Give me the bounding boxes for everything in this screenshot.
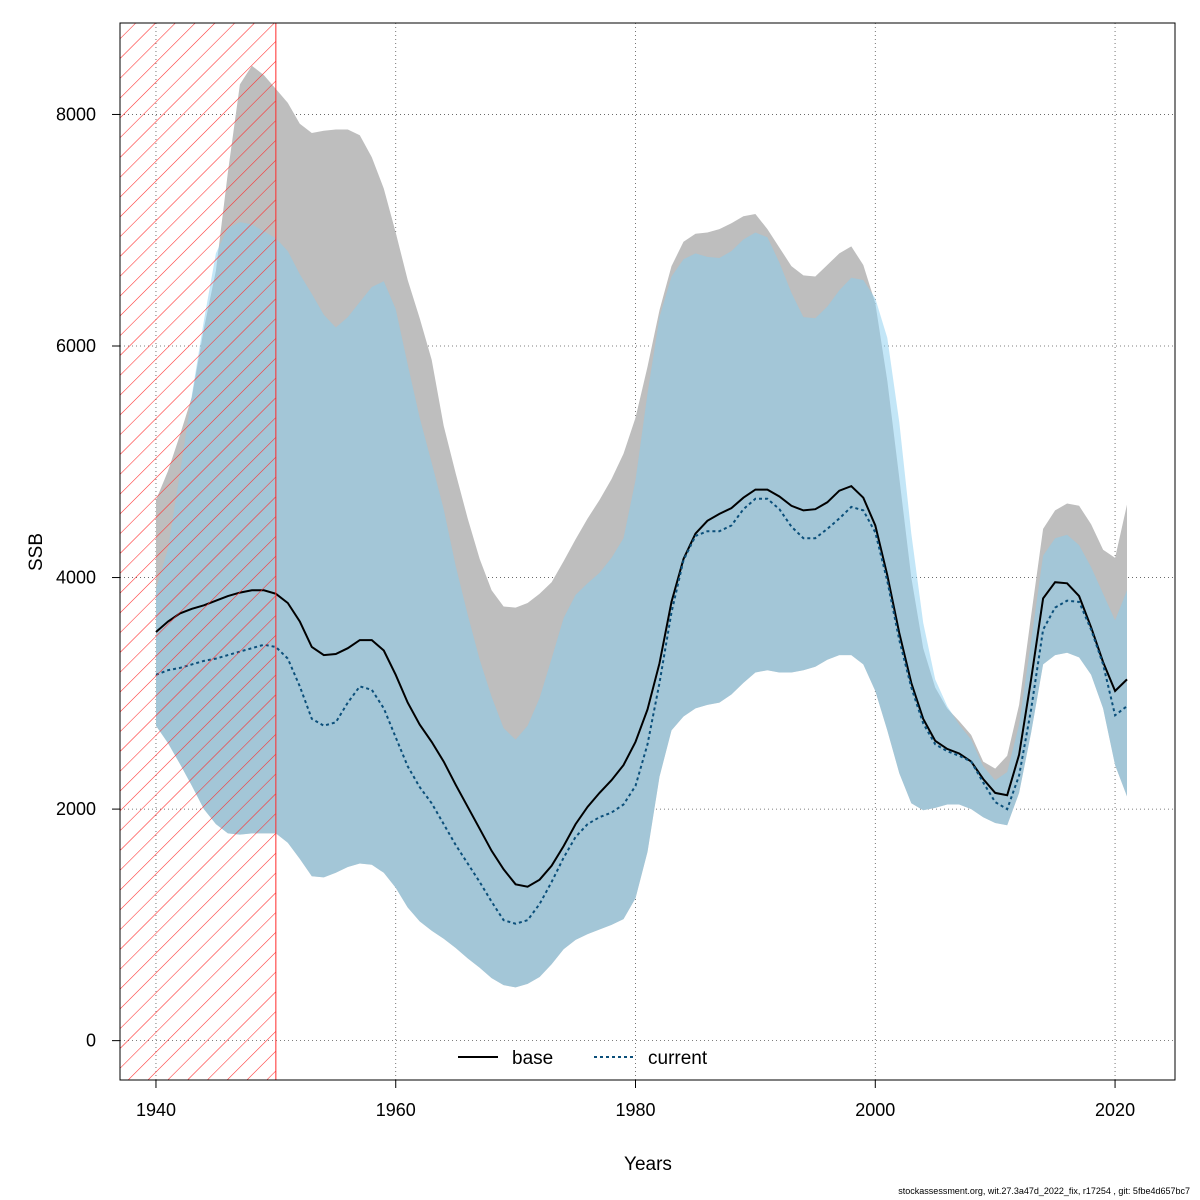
footer-credit: stockassessment.org, wit.27.3a47d_2022_f…	[898, 1186, 1190, 1196]
legend-base-label: base	[512, 1048, 553, 1069]
plot-frame	[119, 22, 1176, 1081]
x-tick-label: 1960	[376, 1100, 416, 1120]
y-tick-label: 0	[86, 1031, 96, 1051]
y-axis-label: SSB	[26, 533, 47, 571]
x-tick-label: 1940	[136, 1100, 176, 1120]
shaded-period-rect	[119, 22, 277, 1081]
legend-current-label: current	[648, 1048, 708, 1069]
axes: 1940 1960 1980 2000 2020 0 2000 4000 6000 8000	[56, 104, 1135, 1120]
y-tick-label: 2000	[56, 799, 96, 819]
x-tick-label: 2000	[855, 1100, 895, 1120]
x-tick-label: 2020	[1095, 1100, 1135, 1120]
confidence-bands	[156, 65, 1127, 988]
x-axis-label: Years	[624, 1154, 672, 1175]
legend: base current	[458, 1048, 708, 1069]
y-tick-label: 8000	[56, 104, 96, 124]
ssb-lines	[155, 484, 1128, 925]
y-tick-label: 4000	[56, 568, 96, 588]
line-current	[155, 497, 1128, 925]
line-base	[155, 484, 1128, 888]
y-tick-label: 6000	[56, 336, 96, 356]
band-current	[156, 222, 1127, 988]
x-tick-label: 1980	[615, 1100, 655, 1120]
shaded-period	[119, 22, 277, 1081]
